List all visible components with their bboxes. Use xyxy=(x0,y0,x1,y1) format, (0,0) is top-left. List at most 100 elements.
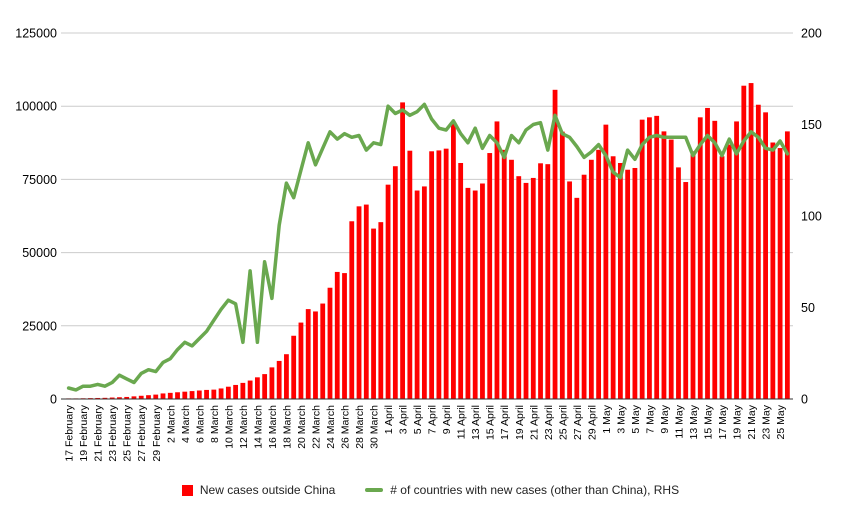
x-axis-tick-label: 15 April xyxy=(485,405,497,440)
legend-item-new-cases: New cases outside China xyxy=(181,483,336,497)
bar xyxy=(632,167,638,399)
bar xyxy=(262,374,268,399)
x-axis-tick-label: 25 May xyxy=(775,404,787,439)
bar xyxy=(327,287,333,399)
y-axis-left-tick-label: 125000 xyxy=(15,27,57,41)
bar xyxy=(124,396,130,399)
bar xyxy=(654,115,660,399)
bar xyxy=(603,124,609,400)
x-axis-tick-label: 29 April xyxy=(586,405,598,440)
bar xyxy=(734,121,739,399)
bar xyxy=(567,181,572,399)
bar xyxy=(668,139,674,399)
bar xyxy=(291,335,297,399)
x-axis-tick-label: 24 March xyxy=(325,405,337,449)
x-axis-tick-label: 23 April xyxy=(543,405,555,440)
x-axis-tick-label: 21 May xyxy=(746,404,758,439)
bar xyxy=(392,166,398,399)
bar xyxy=(363,204,369,399)
bar xyxy=(726,144,732,399)
x-axis-tick-label: 19 February xyxy=(78,404,90,461)
bar xyxy=(530,177,536,399)
x-axis-tick-label: 21 February xyxy=(93,404,105,461)
bar xyxy=(233,384,239,399)
y-axis-right-tick-label: 100 xyxy=(801,210,822,224)
bar xyxy=(153,394,159,399)
bar xyxy=(182,391,188,399)
y-axis-left-tick-label: 0 xyxy=(50,393,57,407)
x-axis-tick-label: 9 April xyxy=(441,405,453,434)
bar xyxy=(545,164,551,399)
bar xyxy=(683,182,689,399)
bar xyxy=(741,85,747,399)
x-axis-tick-label: 1 May xyxy=(601,404,613,433)
chart-legend: New cases outside China # of countries w… xyxy=(0,480,861,500)
bar xyxy=(697,117,703,399)
bar xyxy=(719,156,725,399)
x-axis-tick-label: 21 April xyxy=(528,405,540,440)
bar xyxy=(552,89,558,400)
bar xyxy=(509,159,514,399)
bar xyxy=(196,390,202,399)
bar xyxy=(313,311,318,399)
countries-line xyxy=(66,102,790,392)
x-axis-tick-label: 6 March xyxy=(194,405,206,443)
bar xyxy=(617,163,623,399)
x-axis-tick-label: 20 March xyxy=(296,405,308,449)
bar xyxy=(676,167,681,399)
bar xyxy=(378,222,384,399)
bar xyxy=(770,142,776,399)
x-axis-tick-label: 3 May xyxy=(615,404,627,433)
y-axis-right-tick-label: 200 xyxy=(801,27,822,41)
x-axis-tick-label: 16 March xyxy=(267,405,279,449)
bar xyxy=(247,380,253,399)
bar xyxy=(690,151,696,399)
x-axis-tick-label: 3 April xyxy=(398,405,410,434)
bar xyxy=(639,119,645,400)
bar xyxy=(596,149,602,399)
x-axis-tick-label: 18 March xyxy=(281,405,293,449)
x-axis-tick-label: 15 May xyxy=(703,404,715,439)
bar xyxy=(661,131,667,399)
bar xyxy=(218,388,224,399)
y-axis-right-tick-label: 50 xyxy=(801,301,815,315)
bar xyxy=(138,395,144,399)
bar xyxy=(109,397,115,399)
legend-bar-swatch-icon xyxy=(181,484,193,496)
x-axis-tick-label: 8 March xyxy=(209,405,221,443)
x-axis-tick-label: 19 April xyxy=(514,405,526,440)
bar xyxy=(516,176,522,399)
bar xyxy=(647,117,652,399)
bar xyxy=(429,151,435,399)
bar xyxy=(588,159,594,399)
legend-item-countries: # of countries with new cases (other tha… xyxy=(365,483,679,497)
x-axis-tick-label: 1 April xyxy=(383,405,395,434)
x-axis-tick-label: 9 May xyxy=(659,404,671,433)
bar xyxy=(777,148,783,399)
x-axis-tick-label: 7 April xyxy=(427,405,439,434)
bar xyxy=(465,187,471,399)
bar xyxy=(254,377,260,399)
x-axis-tick-label: 7 May xyxy=(644,404,656,433)
bar xyxy=(581,174,587,399)
legend-bar-label: New cases outside China xyxy=(199,483,336,497)
bar xyxy=(748,83,754,400)
x-axis-tick-label: 22 March xyxy=(310,405,322,449)
bar xyxy=(400,102,405,399)
y-axis-right-tick-label: 0 xyxy=(801,393,808,407)
bar xyxy=(610,156,616,399)
x-axis-tick-label: 23 May xyxy=(761,404,773,439)
bar xyxy=(501,149,507,399)
bar xyxy=(538,163,543,399)
bar xyxy=(167,392,173,399)
x-axis-tick-label: 13 April xyxy=(470,405,482,440)
bar xyxy=(276,360,282,399)
bar xyxy=(472,190,478,399)
bar xyxy=(284,354,289,399)
bar xyxy=(146,395,151,399)
bar xyxy=(102,397,108,399)
bar xyxy=(705,107,710,400)
x-axis-tick-label: 30 March xyxy=(369,405,381,449)
bar xyxy=(225,386,231,399)
y-axis-left-tick-label: 75000 xyxy=(22,173,57,187)
